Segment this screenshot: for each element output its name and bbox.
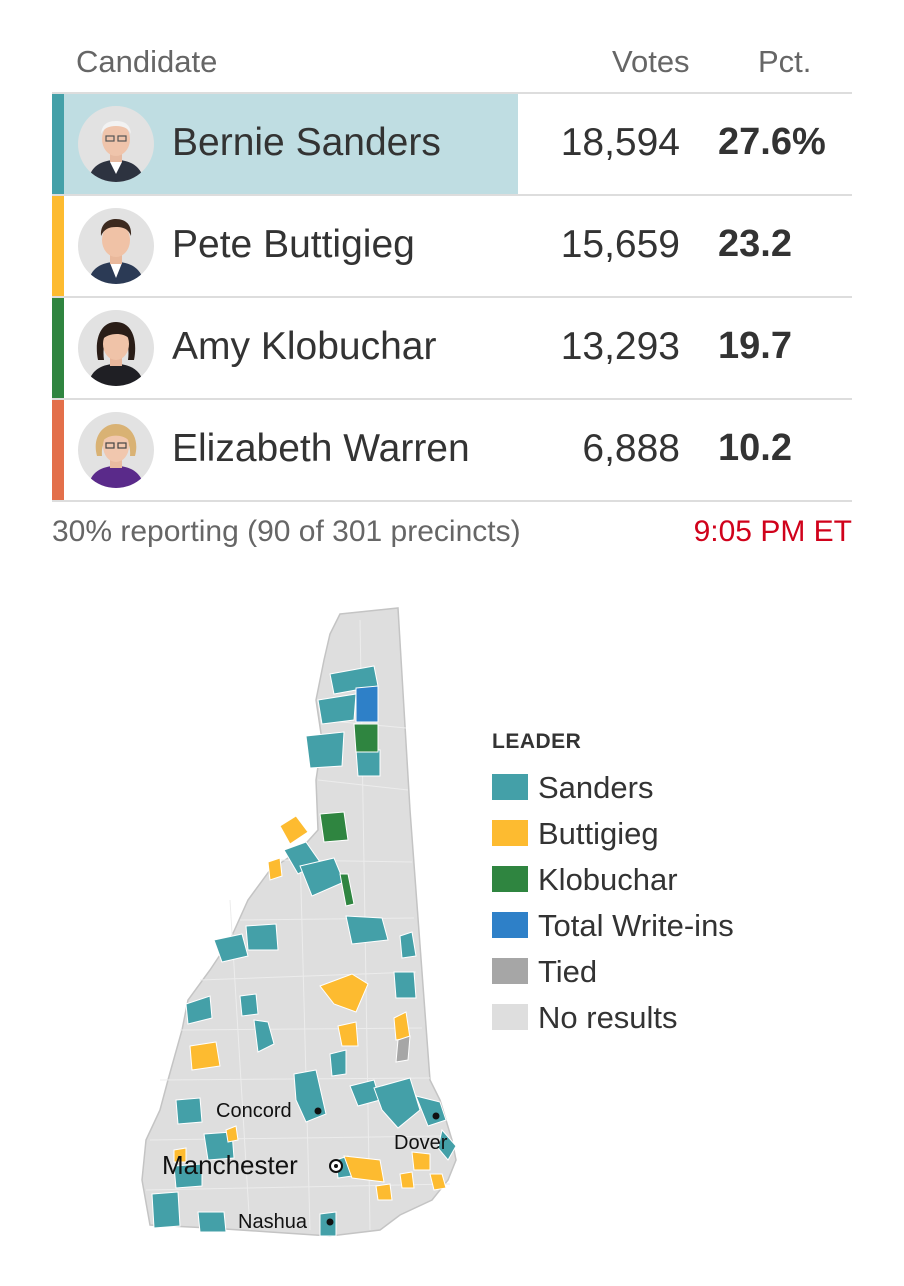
- legend-swatch: [492, 820, 528, 846]
- candidate-avatar: [78, 412, 154, 488]
- city-label-dover: Dover: [394, 1132, 448, 1154]
- legend-label: Total Write-ins: [538, 908, 734, 943]
- candidate-row-klobuchar: Amy Klobuchar 13,293 19.7: [52, 298, 852, 400]
- candidate-color-stripe: [52, 196, 64, 296]
- candidate-row-buttigieg: Pete Buttigieg 15,659 23.2: [52, 196, 852, 298]
- legend-swatch: [492, 958, 528, 984]
- candidate-color-stripe: [52, 298, 64, 398]
- legend-item-write-ins: Total Write-ins: [492, 904, 792, 950]
- candidate-votes: 6,888: [582, 427, 680, 470]
- new-hampshire-results-map[interactable]: Concord Manchester Dover Nashua: [130, 600, 500, 1250]
- write-ins-towns: [355, 685, 379, 723]
- votes-column-header: Votes: [612, 44, 690, 79]
- candidate-name: Amy Klobuchar: [172, 325, 437, 368]
- sanders-towns: [151, 665, 457, 1237]
- candidate-votes: 18,594: [560, 121, 680, 164]
- candidate-avatar: [78, 106, 154, 182]
- legend-item-klobuchar: Klobuchar: [492, 858, 792, 904]
- legend-swatch: [492, 866, 528, 892]
- legend-item-tied: Tied: [492, 950, 792, 996]
- city-label-concord: Concord: [216, 1100, 292, 1122]
- legend-item-no-results: No results: [492, 996, 792, 1042]
- manchester-marker-dot: [334, 1164, 338, 1168]
- dover-marker: [432, 1112, 440, 1120]
- tied-towns: [395, 1035, 411, 1063]
- nashua-marker: [326, 1218, 334, 1226]
- map-legend: LEADER Sanders Buttigieg Klobuchar Total…: [492, 730, 792, 1042]
- candidate-avatar: [78, 208, 154, 284]
- reporting-status: 30% reporting (90 of 301 precincts): [52, 515, 521, 548]
- candidate-row-sanders: Bernie Sanders 18,594 27.6%: [52, 94, 852, 196]
- legend-label: Sanders: [538, 770, 654, 805]
- candidate-pct: 10.2: [718, 427, 792, 469]
- concord-marker: [314, 1107, 322, 1115]
- legend-swatch: [492, 1004, 528, 1030]
- candidate-column-header: Candidate: [76, 44, 218, 79]
- candidate-avatar: [78, 310, 154, 386]
- candidate-pct: 27.6%: [718, 121, 826, 163]
- results-table-header: Candidate Votes Pct.: [52, 40, 852, 92]
- legend-label: No results: [538, 1000, 678, 1035]
- candidate-name: Pete Buttigieg: [172, 223, 415, 266]
- reporting-footer: 30% reporting (90 of 301 precincts) 9:05…: [52, 515, 852, 555]
- pct-column-header: Pct.: [758, 44, 812, 79]
- city-label-manchester: Manchester: [162, 1150, 298, 1180]
- candidate-color-stripe: [52, 94, 64, 194]
- legend-label: Tied: [538, 954, 598, 989]
- candidate-votes: 15,659: [560, 223, 680, 266]
- legend-swatch: [492, 912, 528, 938]
- legend-item-sanders: Sanders: [492, 766, 792, 812]
- candidate-pct: 19.7: [718, 325, 792, 367]
- legend-label: Buttigieg: [538, 816, 659, 851]
- candidate-name: Bernie Sanders: [172, 121, 441, 164]
- candidate-pct: 23.2: [718, 223, 792, 265]
- buttigieg-towns: [173, 815, 447, 1201]
- legend-label: Klobuchar: [538, 862, 678, 897]
- city-label-nashua: Nashua: [238, 1211, 307, 1233]
- candidate-votes: 13,293: [560, 325, 680, 368]
- update-time: 9:05 PM ET: [693, 515, 852, 548]
- candidate-row-warren: Elizabeth Warren 6,888 10.2: [52, 400, 852, 502]
- legend-title: LEADER: [492, 730, 582, 753]
- legend-item-buttigieg: Buttigieg: [492, 812, 792, 858]
- candidate-color-stripe: [52, 400, 64, 500]
- candidate-name: Elizabeth Warren: [172, 427, 470, 470]
- klobuchar-towns: [319, 723, 379, 907]
- results-table: Bernie Sanders 18,594 27.6% Pete Buttigi…: [52, 92, 852, 502]
- legend-swatch: [492, 774, 528, 800]
